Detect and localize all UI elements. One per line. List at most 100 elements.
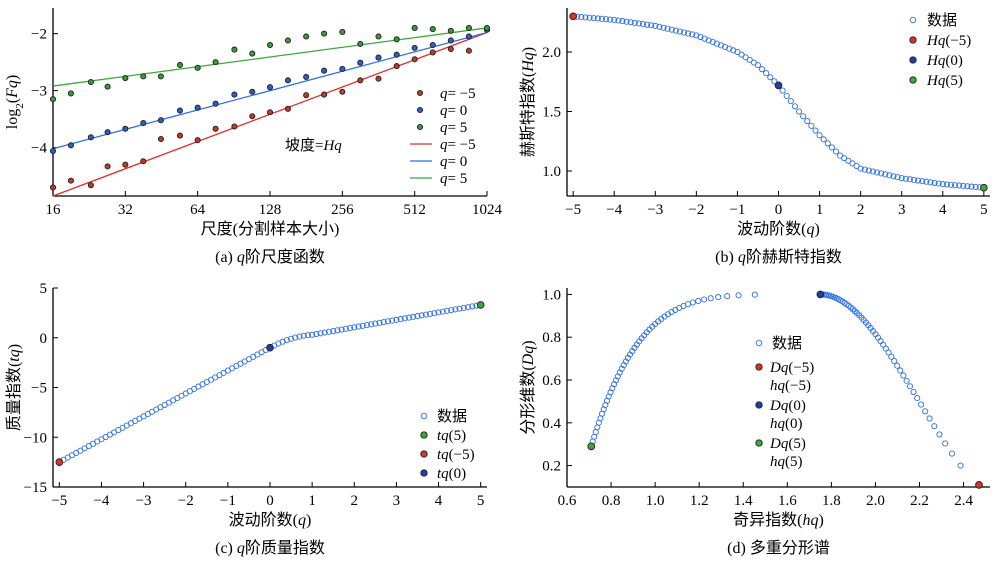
- data-point: [705, 37, 712, 44]
- data-point: [194, 137, 201, 144]
- y-tick-label: −5: [31, 381, 47, 397]
- data-point: [812, 127, 819, 134]
- legend-label: q= 5: [440, 120, 467, 136]
- y-tick-label: 1.5: [542, 105, 561, 121]
- data-point: [359, 322, 366, 329]
- data-point: [586, 14, 593, 21]
- data-point: [212, 100, 219, 107]
- data-point: [465, 33, 472, 40]
- x-tick-label: 4: [435, 493, 443, 509]
- data-point: [602, 16, 610, 23]
- data-point: [910, 388, 917, 396]
- data-point: [890, 173, 897, 180]
- data-point: [627, 19, 634, 26]
- highlight-point: [816, 290, 825, 299]
- data-point: [660, 24, 667, 31]
- legend-label: Hq(−5): [926, 33, 971, 49]
- x-tick-label: −1: [220, 493, 236, 509]
- legend-label: q= 0: [440, 154, 467, 170]
- panel-b: −5 −4 −3 −2 −1 0 1 2 3 4 5 1.0 1.5 2.0 波动阶数(q) 赫斯特指数(Hq…: [519, 8, 990, 266]
- legend-marker: [420, 450, 428, 458]
- data-point: [284, 37, 291, 44]
- legend-marker: [420, 469, 428, 477]
- data-point: [140, 73, 147, 80]
- data-point: [763, 70, 770, 77]
- data-point: [943, 181, 950, 188]
- data-point: [594, 15, 601, 22]
- data-point: [902, 175, 909, 182]
- data-point: [623, 18, 630, 25]
- data-point: [414, 313, 421, 320]
- legend-label: tq(−5): [437, 447, 475, 463]
- x-tick-label: 0: [775, 202, 783, 218]
- x-axis-label: 尺度(分割样本大小): [201, 220, 340, 238]
- data-point: [759, 66, 766, 73]
- data-point: [619, 18, 626, 25]
- data-point: [751, 291, 758, 298]
- y-axis-label: 分形维数(Dq): [519, 340, 537, 434]
- data-point: [894, 174, 901, 181]
- data-point: [410, 313, 417, 320]
- legend-label: q= −5: [440, 137, 476, 153]
- highlight-point: [979, 183, 988, 192]
- legend-label: hq(−5): [770, 378, 811, 394]
- data-point: [857, 165, 864, 172]
- data-point: [898, 175, 905, 182]
- data-point: [447, 27, 454, 34]
- data-point: [465, 47, 472, 54]
- x-axis-label: 奇异指数(hq): [733, 511, 824, 529]
- data-point: [427, 310, 434, 317]
- x-tick-label: −2: [688, 202, 704, 218]
- legend-marker: [420, 431, 428, 439]
- data-point: [607, 16, 614, 23]
- data-point: [483, 24, 491, 31]
- x-tick-label: 1.2: [690, 493, 709, 509]
- data-point: [357, 40, 364, 47]
- data-point: [249, 50, 256, 57]
- data-point: [397, 316, 404, 323]
- legend-label: Dq(5): [769, 436, 806, 452]
- highlight-point: [266, 343, 274, 352]
- legend: 数据 tq(5) tq(−5) tq(0): [420, 408, 475, 482]
- data-point: [906, 176, 913, 183]
- data-point: [730, 47, 737, 54]
- y-tick-label: 0.4: [542, 416, 561, 432]
- data-point: [931, 179, 938, 186]
- data-point: [956, 182, 963, 189]
- panel-a: 16 32 64 128 256 512 1024 −4 −3 −2 尺度(分割样本大小) log2(…: [4, 8, 503, 266]
- x-tick-label: 16: [46, 202, 62, 218]
- data-point: [104, 83, 111, 90]
- y-axis-label: 赫斯特指数(Hq): [519, 47, 537, 157]
- data-point: [465, 24, 472, 31]
- data-point: [435, 309, 442, 316]
- data-point: [87, 134, 94, 141]
- data-point: [363, 322, 370, 329]
- data-point: [380, 319, 387, 326]
- data-point: [338, 326, 345, 333]
- highlight-point: [55, 458, 64, 466]
- data-point: [578, 13, 585, 21]
- x-tick-label: −3: [647, 202, 663, 218]
- data-point: [942, 440, 949, 447]
- data-point: [590, 15, 597, 22]
- x-tick-label: 2.0: [866, 493, 885, 509]
- x-tick-label: 256: [331, 202, 354, 218]
- data-point: [212, 125, 219, 132]
- data-point: [832, 148, 840, 155]
- highlight-point: [587, 442, 596, 451]
- highlight-point: [975, 481, 983, 489]
- y-tick-label: −4: [31, 141, 47, 157]
- data-point: [722, 43, 729, 51]
- data-point: [701, 35, 708, 42]
- data-point: [330, 327, 337, 335]
- data-point: [447, 45, 454, 53]
- data-point: [429, 41, 436, 49]
- legend-marker: [755, 339, 763, 347]
- data-point: [212, 59, 219, 66]
- data-point: [897, 367, 904, 374]
- x-tick-label: −1: [729, 202, 745, 218]
- data-point: [401, 315, 408, 322]
- data-point: [355, 323, 362, 330]
- legend-label: 数据: [927, 12, 957, 29]
